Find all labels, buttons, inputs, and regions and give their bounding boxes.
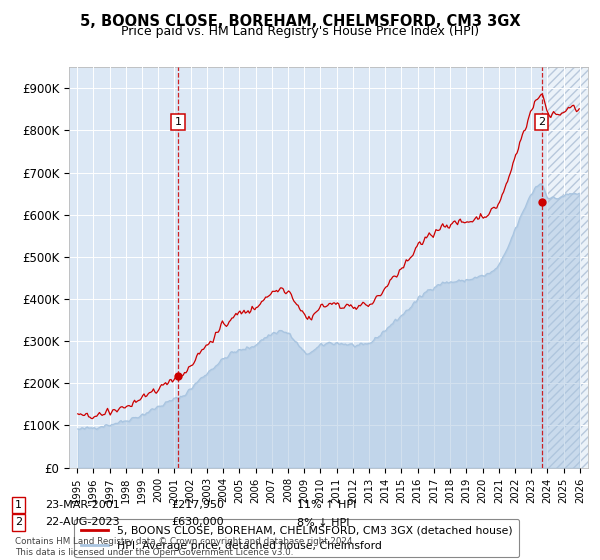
Text: This data is licensed under the Open Government Licence v3.0.: This data is licensed under the Open Gov… — [15, 548, 293, 557]
Text: 8% ↓ HPI: 8% ↓ HPI — [297, 517, 349, 528]
Text: 1: 1 — [15, 500, 22, 510]
Text: Contains HM Land Registry data © Crown copyright and database right 2024.: Contains HM Land Registry data © Crown c… — [15, 537, 355, 546]
Text: 1: 1 — [175, 117, 181, 127]
Text: 5, BOONS CLOSE, BOREHAM, CHELMSFORD, CM3 3GX: 5, BOONS CLOSE, BOREHAM, CHELMSFORD, CM3… — [80, 14, 520, 29]
Text: £217,950: £217,950 — [171, 500, 224, 510]
Text: 2: 2 — [15, 517, 22, 528]
Legend: 5, BOONS CLOSE, BOREHAM, CHELMSFORD, CM3 3GX (detached house), HPI: Average pric: 5, BOONS CLOSE, BOREHAM, CHELMSFORD, CM3… — [74, 519, 519, 557]
Text: Price paid vs. HM Land Registry's House Price Index (HPI): Price paid vs. HM Land Registry's House … — [121, 25, 479, 38]
Text: 23-MAR-2001: 23-MAR-2001 — [45, 500, 120, 510]
Text: 2: 2 — [538, 117, 545, 127]
Text: 11% ↑ HPI: 11% ↑ HPI — [297, 500, 356, 510]
Bar — [547, 67, 588, 468]
Text: 22-AUG-2023: 22-AUG-2023 — [45, 517, 119, 528]
Bar — [547, 67, 588, 468]
Text: £630,000: £630,000 — [171, 517, 224, 528]
